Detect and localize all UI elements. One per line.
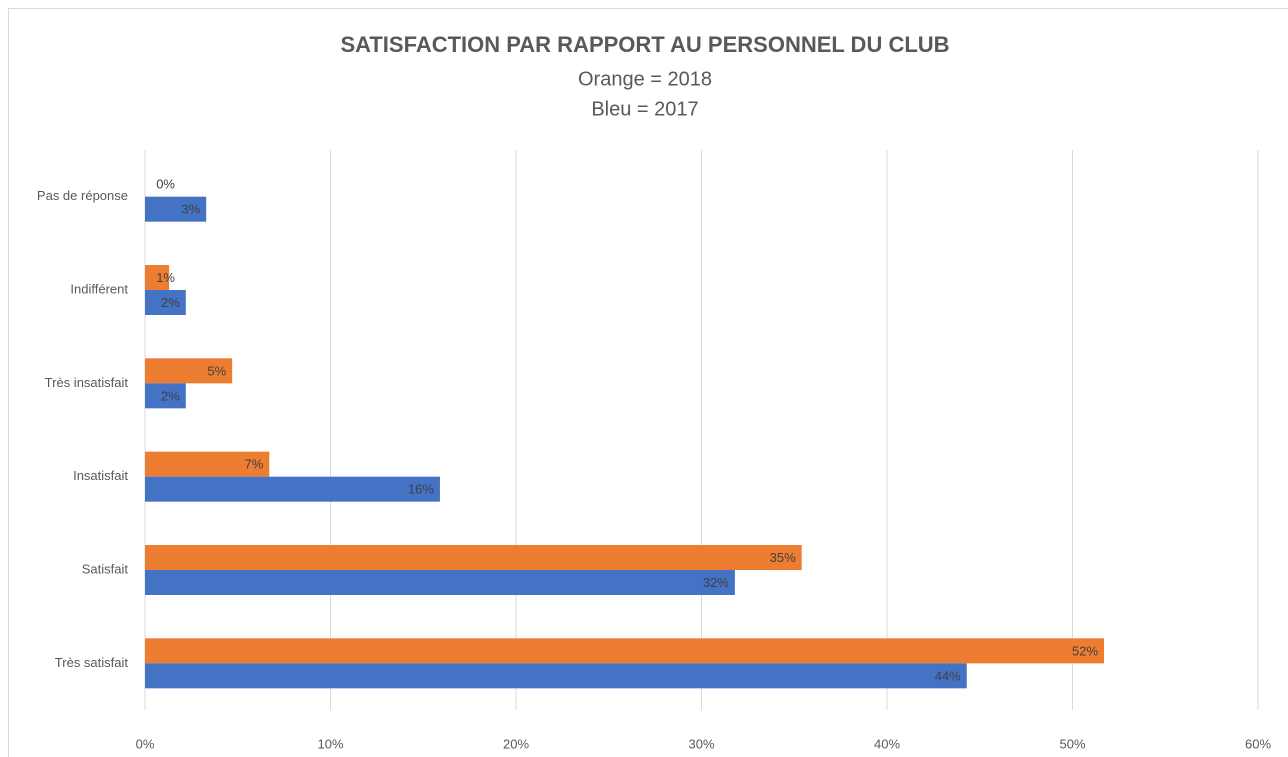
data-label: 35% <box>770 550 796 565</box>
bar <box>145 196 207 222</box>
data-label: 3% <box>181 202 200 217</box>
y-tick-label: Très satisfait <box>55 655 129 670</box>
x-tick-label: 40% <box>874 736 900 751</box>
data-label: 1% <box>156 270 175 285</box>
y-tick-label: Satisfait <box>82 561 129 576</box>
data-label: 32% <box>703 575 729 590</box>
data-label: 5% <box>207 363 226 378</box>
bar <box>145 663 967 689</box>
x-tick-label: 10% <box>317 736 343 751</box>
y-tick-label: Très insatisfait <box>45 375 129 390</box>
data-label: 16% <box>408 482 434 497</box>
chart-title: SATISFACTION PAR RAPPORT AU PERSONNEL DU… <box>340 32 949 57</box>
bar <box>145 451 270 477</box>
x-tick-label: 0% <box>136 736 155 751</box>
bar <box>145 265 170 290</box>
y-tick-label: Insatisfait <box>73 468 128 483</box>
x-tick-label: 30% <box>688 736 714 751</box>
bar <box>145 638 1105 664</box>
bar <box>145 545 802 570</box>
chart-subtitle: Orange = 2018 <box>578 68 712 90</box>
x-tick-label: 20% <box>503 736 529 751</box>
data-label: 2% <box>161 295 180 310</box>
data-label: 52% <box>1072 643 1098 658</box>
x-tick-label: 50% <box>1059 736 1085 751</box>
y-tick-label: Indifférent <box>70 281 128 296</box>
x-tick-label: 60% <box>1245 736 1271 751</box>
bar <box>145 358 233 384</box>
data-label: 0% <box>156 177 175 192</box>
data-label: 44% <box>935 668 961 683</box>
bar <box>145 383 186 409</box>
y-tick-label: Pas de réponse <box>37 188 128 203</box>
data-label: 7% <box>244 457 263 472</box>
data-label: 2% <box>161 388 180 403</box>
bar <box>145 570 735 595</box>
bar <box>145 290 186 315</box>
chart-subtitle: Bleu = 2017 <box>591 98 698 120</box>
bar <box>145 476 440 502</box>
